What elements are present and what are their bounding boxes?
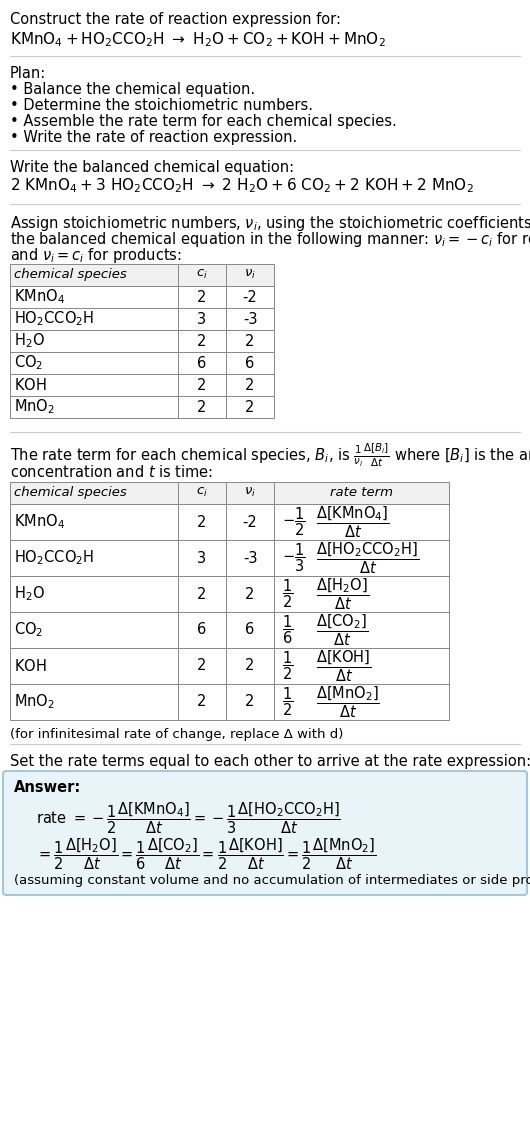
Text: $\dfrac{\Delta[\mathrm{KMnO_4}]}{\Delta t}$: $\dfrac{\Delta[\mathrm{KMnO_4}]}{\Delta …	[316, 504, 390, 539]
Bar	[10, 612, 449, 648]
Text: 2: 2	[197, 514, 207, 529]
Text: -2: -2	[243, 514, 258, 529]
Text: 2: 2	[245, 659, 255, 674]
Text: (for infinitesimal rate of change, replace Δ with d): (for infinitesimal rate of change, repla…	[10, 728, 343, 741]
Text: $\dfrac{1}{2}$: $\dfrac{1}{2}$	[282, 686, 293, 718]
Text: • Balance the chemical equation.: • Balance the chemical equation.	[10, 82, 255, 97]
Text: (assuming constant volume and no accumulation of intermediates or side products): (assuming constant volume and no accumul…	[14, 874, 530, 887]
Text: $\nu_i$: $\nu_i$	[244, 486, 256, 500]
Text: 2: 2	[197, 586, 207, 602]
Text: $\mathrm{2\ KMnO_4 + 3\ HO_2CCO_2H \ \rightarrow \ 2\ H_2O + 6\ CO_2 + 2\ KOH + : $\mathrm{2\ KMnO_4 + 3\ HO_2CCO_2H \ \ri…	[10, 176, 474, 195]
Text: 6: 6	[245, 355, 254, 371]
Text: Write the balanced chemical equation:: Write the balanced chemical equation:	[10, 160, 294, 175]
Text: $\mathrm{MnO_2}$: $\mathrm{MnO_2}$	[14, 693, 55, 711]
Bar	[10, 648, 449, 684]
Bar	[10, 308, 274, 330]
Text: chemical species: chemical species	[14, 486, 127, 498]
Text: rate term: rate term	[330, 486, 393, 498]
Text: $\mathrm{KMnO_4 + HO_2CCO_2H \ \rightarrow \ H_2O + CO_2 + KOH + MnO_2}$: $\mathrm{KMnO_4 + HO_2CCO_2H \ \rightarr…	[10, 30, 386, 49]
Text: $\nu_i$: $\nu_i$	[244, 269, 256, 281]
Bar	[10, 541, 449, 576]
Text: $-\dfrac{1}{2}$: $-\dfrac{1}{2}$	[282, 505, 306, 538]
Bar	[10, 352, 274, 374]
Text: $\mathrm{KOH}$: $\mathrm{KOH}$	[14, 377, 47, 393]
Text: $= \dfrac{1}{2}\dfrac{\Delta[\mathrm{H_2O}]}{\Delta t} = \dfrac{1}{6}\dfrac{\Del: $= \dfrac{1}{2}\dfrac{\Delta[\mathrm{H_2…	[36, 836, 376, 872]
Text: 2: 2	[197, 659, 207, 674]
Text: $\mathrm{MnO_2}$: $\mathrm{MnO_2}$	[14, 397, 55, 417]
Text: 2: 2	[197, 289, 207, 305]
Text: 2: 2	[197, 694, 207, 709]
Text: 6: 6	[197, 355, 207, 371]
Text: $\dfrac{1}{2}$: $\dfrac{1}{2}$	[282, 578, 293, 610]
Text: $\dfrac{\Delta[\mathrm{MnO_2}]}{\Delta t}$: $\dfrac{\Delta[\mathrm{MnO_2}]}{\Delta t…	[316, 684, 380, 719]
Bar	[10, 504, 449, 541]
Bar	[10, 483, 449, 504]
Text: 2: 2	[245, 333, 255, 348]
Text: • Determine the stoichiometric numbers.: • Determine the stoichiometric numbers.	[10, 98, 313, 113]
Text: $\dfrac{\Delta[\mathrm{H_2O}]}{\Delta t}$: $\dfrac{\Delta[\mathrm{H_2O}]}{\Delta t}…	[316, 576, 369, 612]
Text: $\mathrm{CO_2}$: $\mathrm{CO_2}$	[14, 354, 43, 372]
Text: $\dfrac{\Delta[\mathrm{CO_2}]}{\Delta t}$: $\dfrac{\Delta[\mathrm{CO_2}]}{\Delta t}…	[316, 612, 368, 648]
Text: $\dfrac{1}{6}$: $\dfrac{1}{6}$	[282, 613, 293, 646]
Text: 6: 6	[197, 622, 207, 637]
Text: 2: 2	[197, 333, 207, 348]
Bar	[10, 330, 274, 352]
Text: $\mathrm{KMnO_4}$: $\mathrm{KMnO_4}$	[14, 512, 65, 531]
Text: -3: -3	[243, 312, 257, 327]
Text: $\mathrm{CO_2}$: $\mathrm{CO_2}$	[14, 620, 43, 640]
Text: 2: 2	[245, 586, 255, 602]
Text: -3: -3	[243, 551, 257, 566]
Text: Assign stoichiometric numbers, $\nu_i$, using the stoichiometric coefficients, $: Assign stoichiometric numbers, $\nu_i$, …	[10, 214, 530, 233]
Bar	[10, 374, 274, 396]
Bar	[10, 264, 274, 286]
Text: $\mathrm{KOH}$: $\mathrm{KOH}$	[14, 658, 47, 674]
Text: The rate term for each chemical species, $B_i$, is $\frac{1}{\nu_i}\frac{\Delta[: The rate term for each chemical species,…	[10, 442, 530, 470]
Text: rate $= -\dfrac{1}{2}\dfrac{\Delta[\mathrm{KMnO_4}]}{\Delta t} = -\dfrac{1}{3}\d: rate $= -\dfrac{1}{2}\dfrac{\Delta[\math…	[36, 800, 341, 835]
Text: Construct the rate of reaction expression for:: Construct the rate of reaction expressio…	[10, 13, 341, 27]
Text: • Write the rate of reaction expression.: • Write the rate of reaction expression.	[10, 130, 297, 145]
Text: and $\nu_i = c_i$ for products:: and $\nu_i = c_i$ for products:	[10, 246, 182, 265]
Text: 3: 3	[198, 551, 207, 566]
Text: $\mathrm{KMnO_4}$: $\mathrm{KMnO_4}$	[14, 288, 65, 306]
Text: $\mathrm{H_2O}$: $\mathrm{H_2O}$	[14, 585, 45, 603]
Text: 2: 2	[245, 694, 255, 709]
Bar	[10, 576, 449, 612]
Text: -2: -2	[243, 289, 258, 305]
Text: the balanced chemical equation in the following manner: $\nu_i = -c_i$ for react: the balanced chemical equation in the fo…	[10, 230, 530, 249]
Bar	[10, 396, 274, 418]
Text: Answer:: Answer:	[14, 780, 81, 795]
Text: $\dfrac{\Delta[\mathrm{HO_2CCO_2H}]}{\Delta t}$: $\dfrac{\Delta[\mathrm{HO_2CCO_2H}]}{\De…	[316, 541, 419, 576]
Text: $-\dfrac{1}{3}$: $-\dfrac{1}{3}$	[282, 542, 306, 575]
Text: 2: 2	[245, 399, 255, 414]
Text: 3: 3	[198, 312, 207, 327]
Text: $c_i$: $c_i$	[196, 269, 208, 281]
Text: 2: 2	[197, 378, 207, 393]
Text: $\mathrm{HO_2CCO_2H}$: $\mathrm{HO_2CCO_2H}$	[14, 549, 94, 568]
FancyBboxPatch shape	[3, 772, 527, 894]
Text: $\mathrm{H_2O}$: $\mathrm{H_2O}$	[14, 331, 45, 351]
Bar	[10, 286, 274, 308]
Text: $\dfrac{1}{2}$: $\dfrac{1}{2}$	[282, 650, 293, 683]
Text: Plan:: Plan:	[10, 66, 46, 81]
Text: concentration and $t$ is time:: concentration and $t$ is time:	[10, 464, 213, 480]
Text: 2: 2	[197, 399, 207, 414]
Text: $c_i$: $c_i$	[196, 486, 208, 500]
Text: 2: 2	[245, 378, 255, 393]
Text: 6: 6	[245, 622, 254, 637]
Bar	[10, 684, 449, 720]
Text: chemical species: chemical species	[14, 269, 127, 281]
Text: Set the rate terms equal to each other to arrive at the rate expression:: Set the rate terms equal to each other t…	[10, 754, 530, 769]
Text: $\dfrac{\Delta[\mathrm{KOH}]}{\Delta t}$: $\dfrac{\Delta[\mathrm{KOH}]}{\Delta t}$	[316, 649, 372, 684]
Text: $\mathrm{HO_2CCO_2H}$: $\mathrm{HO_2CCO_2H}$	[14, 310, 94, 329]
Text: • Assemble the rate term for each chemical species.: • Assemble the rate term for each chemic…	[10, 114, 397, 129]
